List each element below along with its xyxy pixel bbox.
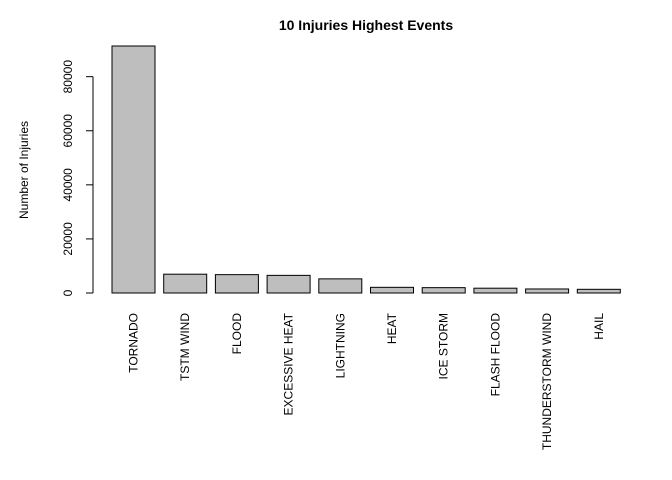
bar-tstm-wind: [163, 273, 208, 294]
y-tick-label: 80000: [61, 60, 75, 94]
x-tick-label: THUNDERSTORM WIND: [540, 313, 554, 450]
bar-excessive-heat: [266, 274, 311, 294]
bar-ice-storm: [421, 287, 466, 294]
bar-flood: [214, 274, 259, 294]
y-tick-label: 40000: [61, 168, 75, 202]
x-tick-label: HEAT: [385, 312, 399, 344]
x-tick-labels: TORNADO TSTM WIND FLOOD EXCESSIVE HEAT LIGHT…: [127, 312, 606, 450]
y-axis-label: Number of Injuries: [17, 121, 31, 219]
x-tick-label: LIGHTNING: [333, 313, 347, 378]
y-tick-label: 0: [61, 289, 75, 296]
x-tick-label: HAIL: [592, 313, 606, 340]
bar-heat: [370, 286, 414, 294]
x-tick-label: TORNADO: [127, 313, 141, 373]
bar-tornado: [111, 45, 156, 294]
bar-thunderstorm-wind: [525, 288, 570, 294]
bars-group: [111, 45, 621, 294]
bar-hail: [576, 288, 621, 294]
bar-flash-flood: [473, 287, 518, 294]
y-tick-label: 60000: [61, 114, 75, 148]
bar-lightning: [318, 278, 363, 294]
x-tick-label: TSTM WIND: [178, 313, 192, 381]
y-tick-label: 20000: [61, 222, 75, 256]
chart-title: 10 Injuries Highest Events: [279, 17, 453, 33]
x-tick-label: FLASH FLOOD: [488, 313, 502, 397]
y-axis: 0 20000 40000 60000 80000: [61, 60, 94, 296]
x-tick-label: EXCESSIVE HEAT: [282, 312, 296, 415]
x-tick-label: ICE STORM: [437, 313, 451, 379]
x-tick-label: FLOOD: [230, 313, 244, 355]
